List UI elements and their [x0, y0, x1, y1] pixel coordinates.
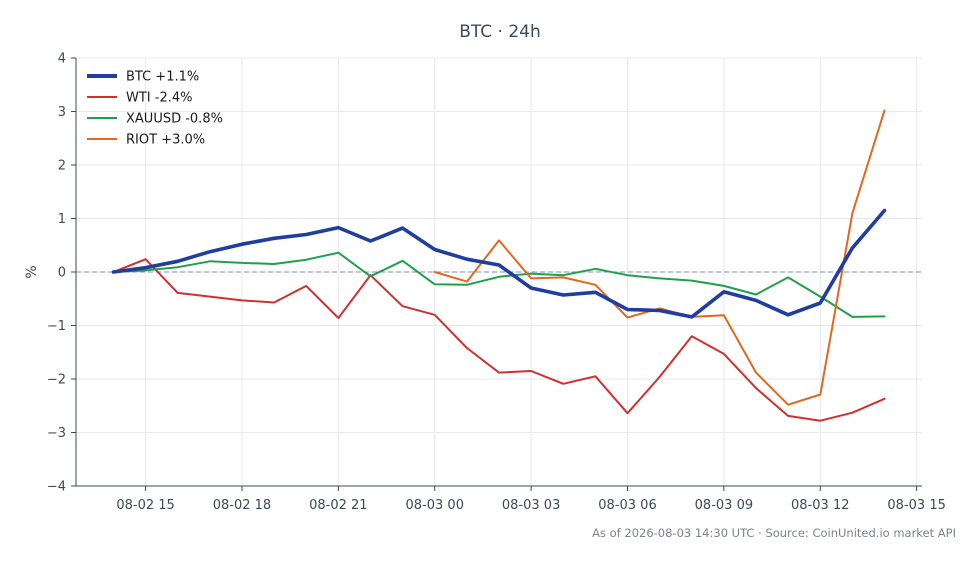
x-tick-label: 08-03 06 [598, 498, 656, 513]
legend-label-wti: WTI -2.4% [126, 91, 192, 106]
y-tick-label: −4 [47, 480, 66, 495]
series-line-btc [111, 208, 887, 319]
chart-title: BTC · 24h [459, 22, 541, 42]
axes [71, 57, 922, 491]
x-tick-labels: 08-02 15 08-02 18 08-02 21 08-03 00 08-03 03… [116, 498, 945, 513]
y-tick-label: 4 [58, 52, 66, 67]
y-axis-label: % [24, 265, 40, 278]
y-tick-label: −1 [47, 319, 66, 334]
source-footnote: As of 2026-08-03 14:30 UTC · Source: Coi… [592, 526, 956, 540]
legend: BTC +1.1% WTI -2.4% XAUUSD -0.8% RIOT +3.0% [87, 70, 223, 148]
x-tick-label: 08-02 18 [213, 498, 271, 513]
legend-label-btc: BTC +1.1% [126, 70, 199, 85]
x-tick-label: 08-02 15 [116, 498, 174, 513]
x-tick-label: 08-03 00 [406, 498, 464, 513]
x-tick-label: 08-03 03 [502, 498, 560, 513]
y-tick-label: −2 [47, 373, 66, 388]
series-line-xauusd [112, 251, 886, 318]
y-tick-label: 2 [58, 159, 66, 174]
y-tick-label: 1 [58, 212, 66, 227]
x-tick-label: 08-02 21 [309, 498, 367, 513]
series-line-wti [112, 258, 886, 422]
y-tick-label: 0 [58, 266, 66, 281]
x-tick-label: 08-03 12 [791, 498, 849, 513]
y-tick-label: −3 [47, 426, 66, 441]
y-tick-labels: −4 −3 −2 −1 0 1 2 3 4 [47, 52, 66, 495]
series-line-riot [433, 109, 886, 406]
legend-label-riot: RIOT +3.0% [126, 133, 205, 148]
legend-label-xauusd: XAUUSD -0.8% [126, 112, 223, 127]
x-tick-label: 08-03 09 [695, 498, 753, 513]
x-tick-label: 08-03 15 [887, 498, 945, 513]
series-lines [111, 109, 887, 422]
y-tick-label: 3 [58, 105, 66, 120]
